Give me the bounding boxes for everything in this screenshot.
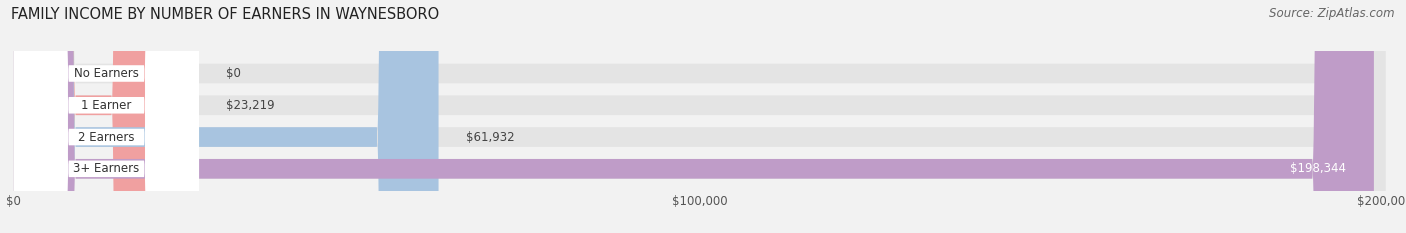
FancyBboxPatch shape bbox=[14, 0, 1385, 233]
Text: FAMILY INCOME BY NUMBER OF EARNERS IN WAYNESBORO: FAMILY INCOME BY NUMBER OF EARNERS IN WA… bbox=[11, 7, 440, 22]
Text: 2 Earners: 2 Earners bbox=[79, 130, 135, 144]
FancyBboxPatch shape bbox=[14, 0, 200, 233]
FancyBboxPatch shape bbox=[14, 0, 1385, 233]
FancyBboxPatch shape bbox=[14, 0, 173, 233]
Text: $198,344: $198,344 bbox=[1291, 162, 1347, 175]
Text: $0: $0 bbox=[226, 67, 242, 80]
Text: Source: ZipAtlas.com: Source: ZipAtlas.com bbox=[1270, 7, 1395, 20]
FancyBboxPatch shape bbox=[14, 0, 1385, 233]
Text: 1 Earner: 1 Earner bbox=[82, 99, 132, 112]
FancyBboxPatch shape bbox=[14, 0, 200, 233]
FancyBboxPatch shape bbox=[14, 0, 200, 233]
Text: 3+ Earners: 3+ Earners bbox=[73, 162, 139, 175]
Text: No Earners: No Earners bbox=[75, 67, 139, 80]
FancyBboxPatch shape bbox=[14, 0, 439, 233]
FancyBboxPatch shape bbox=[14, 0, 1374, 233]
Text: $23,219: $23,219 bbox=[226, 99, 276, 112]
FancyBboxPatch shape bbox=[14, 0, 200, 233]
Text: $61,932: $61,932 bbox=[465, 130, 515, 144]
FancyBboxPatch shape bbox=[14, 0, 1385, 233]
